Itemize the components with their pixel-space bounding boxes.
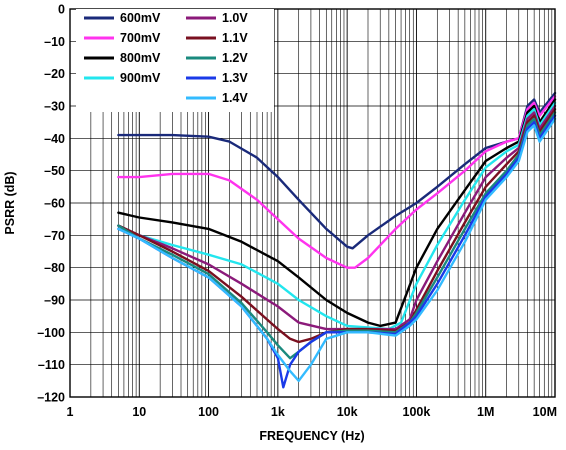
legend-label: 900mV xyxy=(120,71,161,85)
series-line-1p4v xyxy=(117,117,557,382)
legend-label: 1.0V xyxy=(222,11,248,25)
legend-label: 1.2V xyxy=(222,51,248,65)
y-tick-label: –90 xyxy=(44,294,65,308)
x-tick-label: 100k xyxy=(403,405,431,419)
x-tick-label: 1M xyxy=(477,405,494,419)
legend-label: 800mV xyxy=(120,51,161,65)
y-tick-label: –20 xyxy=(44,67,65,81)
y-tick-label: –70 xyxy=(44,229,65,243)
x-tick-label: 10 xyxy=(132,405,146,419)
x-tick-label: 10M xyxy=(533,405,557,419)
y-tick-label: –50 xyxy=(44,164,65,178)
y-tick-label: –60 xyxy=(44,197,65,211)
y-tick-label: –120 xyxy=(37,391,65,405)
y-tick-label: –30 xyxy=(44,100,65,114)
y-tick-label: –110 xyxy=(38,358,65,372)
y-tick-label: –80 xyxy=(44,261,65,275)
x-axis-ticks: 1 10 100 1k 10k 100k 1M 10M xyxy=(67,405,557,419)
legend-label: 1.3V xyxy=(222,71,248,85)
y-tick-label: –40 xyxy=(44,132,65,146)
x-tick-label: 10k xyxy=(337,405,358,419)
plot-frame xyxy=(69,8,556,398)
legend-label: 700mV xyxy=(120,31,161,45)
legend-label: 600mV xyxy=(120,11,161,25)
y-axis-ticks: 0 –10 –20 –30 –40 –50 –60 –70 –80 –90 –100 –110 –120 xyxy=(37,3,65,405)
y-tick-label: –10 xyxy=(44,35,65,49)
legend: 600mV 700mV 800mV 900mV 1.0V 1.1V 1.2V 1.3V 1.4V xyxy=(76,9,274,112)
legend-label: 1.4V xyxy=(222,91,248,105)
y-tick-label: 0 xyxy=(58,3,65,17)
x-tick-label: 100 xyxy=(198,405,219,419)
y-axis-label: PSRR (dB) xyxy=(3,171,17,234)
series-layer xyxy=(117,91,557,389)
x-axis-label: FREQUENCY (Hz) xyxy=(259,429,364,443)
x-tick-label: 1 xyxy=(67,405,74,419)
legend-box xyxy=(76,9,274,112)
legend-label: 1.1V xyxy=(222,31,248,45)
y-tick-label: –100 xyxy=(37,326,65,340)
x-tick-label: 1k xyxy=(271,405,285,419)
